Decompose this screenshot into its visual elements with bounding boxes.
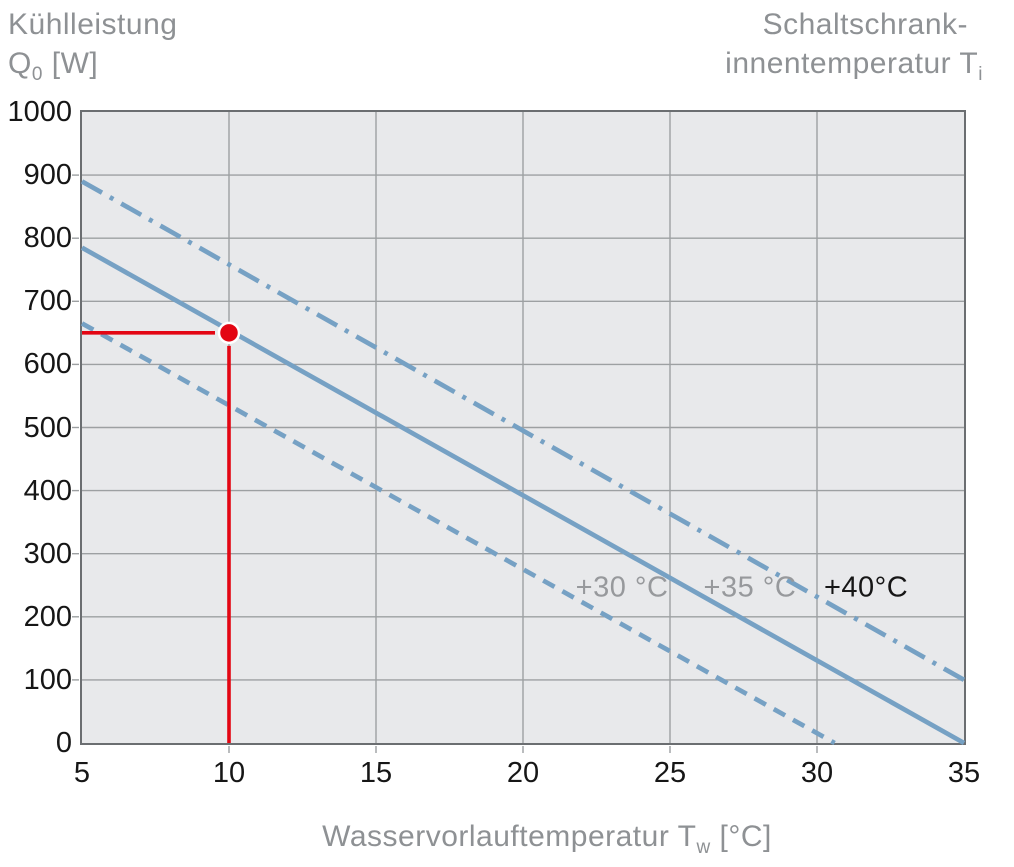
y-axis-title-line2: Q0 [W] [8, 44, 177, 94]
y-tick-label: 400 [23, 474, 72, 507]
x-tick-label: 20 [506, 757, 540, 789]
y-tick-label: 500 [23, 411, 72, 444]
x-axis-title-text: Wasservorlauftemperatur T [322, 820, 697, 853]
curve-label-35: +35 °C [703, 571, 797, 604]
chart-canvas [72, 112, 966, 753]
x-tick-label: 15 [359, 757, 393, 789]
x-axis-symbol-subscript: w [696, 837, 711, 858]
legend-symbol-subscript: i [978, 64, 983, 85]
legend-title-line1: Schaltschrank- [725, 5, 983, 44]
curve-label-30: +30 °C [575, 571, 669, 604]
marker-point [217, 321, 241, 345]
legend-title-line2: innentemperatur Ti [725, 44, 983, 94]
y-tick-label: 100 [23, 663, 72, 696]
y-tick-label: 900 [23, 159, 72, 192]
x-tick-label: 5 [73, 757, 91, 789]
x-axis-unit: [°C] [710, 820, 772, 853]
y-tick-label: 200 [23, 600, 72, 633]
y-tick-label: 300 [23, 537, 72, 570]
annotation-layer: +30 °C +35 °C +40°C [82, 112, 964, 743]
x-tick-label: 10 [212, 757, 246, 789]
x-tick-label: 30 [800, 757, 834, 789]
x-tick-label: 25 [653, 757, 687, 789]
legend-title-text2: innentemperatur T [725, 47, 979, 80]
y-axis-unit: [W] [42, 47, 99, 80]
series-line-ti-30-c [80, 321, 836, 746]
y-tick-label: 0 [55, 727, 72, 759]
y-tick-label: 1000 [7, 96, 72, 128]
y-axis-symbol-subscript: 0 [31, 64, 43, 85]
y-axis-title: Kühlleistung Q0 [W] [8, 5, 177, 94]
y-tick-label: 600 [23, 348, 72, 381]
legend-title: Schaltschrank- innentemperatur Ti [725, 5, 983, 94]
y-tick-label: 800 [23, 222, 72, 255]
x-axis-title: Wasservorlauftemperatur Tw [°C] [322, 820, 772, 859]
plot-area: +30 °C +35 °C +40°C [72, 110, 966, 753]
x-tick-label: 35 [947, 757, 981, 789]
y-axis-symbol: Q [8, 47, 32, 80]
series-line-ti-40-c [80, 179, 966, 682]
legend-title-text1: Schaltschrank- [762, 8, 968, 41]
y-axis-title-text: Kühlleistung [8, 8, 178, 41]
y-axis-title-line1: Kühlleistung [8, 5, 177, 44]
y-tick-label: 700 [23, 285, 72, 318]
curve-label-40: +40°C [823, 571, 909, 604]
